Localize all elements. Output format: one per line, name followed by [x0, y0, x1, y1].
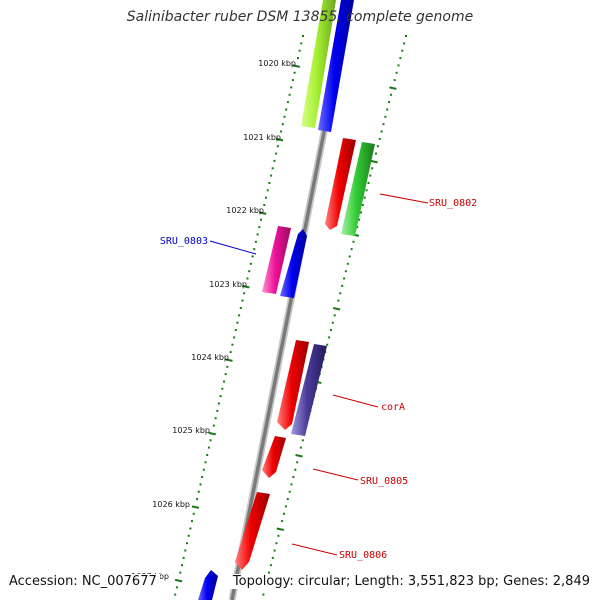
gene-labels: SRU_0802 SRU_0803 corA SRU_0805 SRU_0806 — [160, 193, 477, 561]
outer-tick-major — [191, 505, 200, 509]
gene-feature-blue-bottom[interactable] — [198, 570, 218, 600]
accession-text: Accession: NC_007677 — [9, 574, 160, 589]
gene-label-sru0806[interactable]: SRU_0806 — [339, 550, 387, 561]
inner-tick-major — [389, 86, 397, 90]
axis-label-1023: 1023 kbp — [209, 280, 247, 289]
outer-tick-major — [275, 137, 284, 142]
leader-line-sru0806 — [291, 543, 338, 556]
outer-tick-marks — [174, 35, 304, 596]
gene-feature-lime[interactable] — [301, 0, 336, 128]
leader-line-sru0803 — [209, 240, 257, 255]
genome-title: Salinibacter ruber DSM 13855, complete g… — [126, 9, 474, 25]
outer-tick-major — [242, 284, 250, 289]
gene-feature-red-sru0802[interactable] — [325, 138, 356, 230]
outer-tick-major — [225, 358, 233, 362]
gene-label-sru0802[interactable]: SRU_0802 — [429, 198, 477, 209]
outer-tick-major — [208, 431, 216, 436]
axis-label-1020: 1020 kbp — [258, 59, 296, 68]
gene-feature-pink-sru0803[interactable] — [262, 226, 291, 294]
gene-feature-green-sru0802[interactable] — [341, 142, 375, 236]
gene-label-sru0803[interactable]: SRU_0803 — [160, 236, 208, 247]
outer-tick-major — [292, 64, 301, 68]
axis-label-1026: 1026 kbp — [152, 500, 190, 509]
leader-line-sru0802 — [379, 193, 429, 204]
gene-feature-blue-top[interactable] — [318, 0, 354, 132]
axis-label-1024: 1024 kbp — [191, 353, 229, 362]
axis-label-1022: 1022 kbp — [226, 206, 264, 215]
gene-feature-purple-cora[interactable] — [291, 344, 327, 436]
inner-tick-major — [332, 307, 341, 311]
axis-labels: 1020 kbp 1021 kbp 1022 kbp 1023 kbp 1024… — [131, 59, 296, 581]
inner-tick-marks — [262, 35, 407, 596]
inner-tick-major — [276, 527, 285, 531]
leader-line-cora — [332, 394, 379, 408]
axis-label-1021: 1021 kbp — [243, 133, 281, 142]
gene-feature-red-sru0805[interactable] — [262, 436, 286, 478]
outer-tick-major — [258, 211, 267, 215]
gene-label-sru0805[interactable]: SRU_0805 — [360, 476, 408, 487]
axis-label-1025: 1025 kbp — [172, 426, 210, 435]
gene-features — [198, 0, 375, 600]
gene-feature-blue-sru0803[interactable] — [280, 229, 307, 298]
outer-tick-major — [174, 578, 183, 583]
inner-tick-major — [370, 159, 378, 164]
topology-summary: Topology: circular; Length: 3,551,823 bp… — [229, 574, 590, 589]
gene-feature-red-sru0806[interactable] — [235, 492, 270, 570]
leader-line-sru0805 — [312, 468, 359, 481]
gene-feature-red-cora[interactable] — [277, 340, 309, 430]
inner-tick-major — [295, 454, 303, 458]
gene-label-cora[interactable]: corA — [381, 402, 405, 413]
